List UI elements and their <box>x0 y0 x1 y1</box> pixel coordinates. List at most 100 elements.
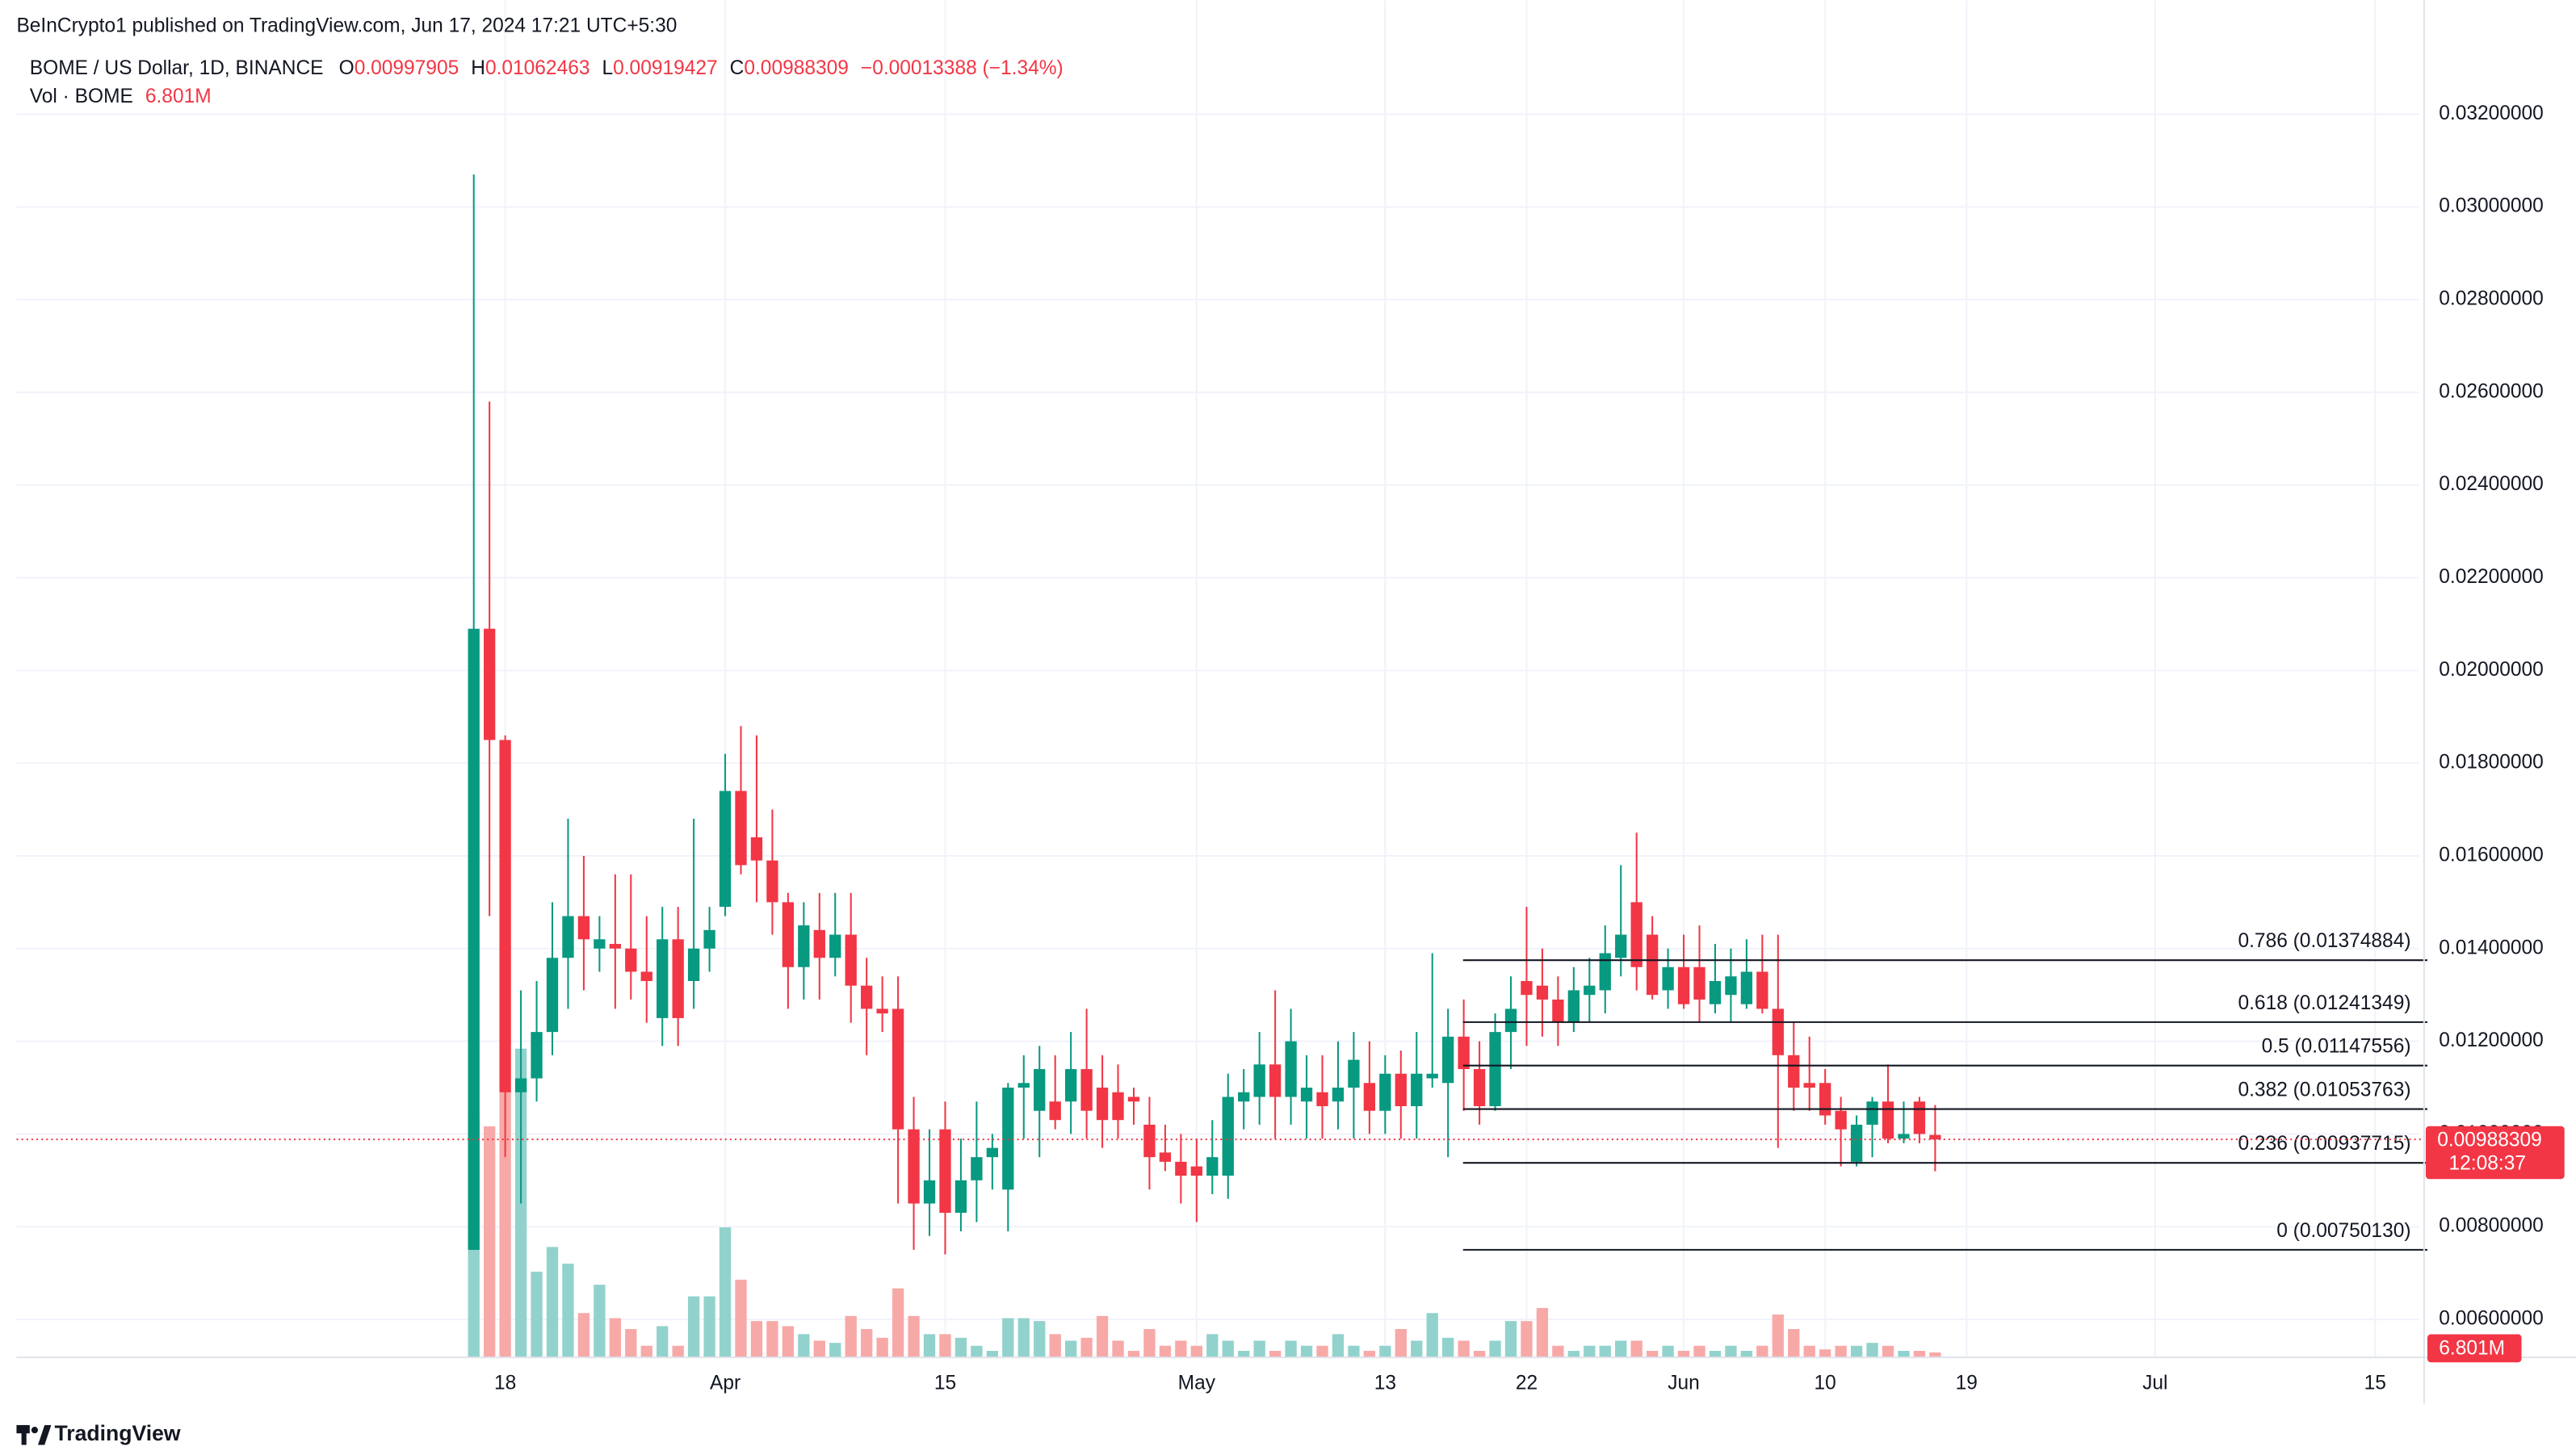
candle-body <box>735 790 747 866</box>
volume-bar <box>1866 1343 1878 1358</box>
candle-body <box>766 860 778 903</box>
volume-bar <box>1646 1351 1659 1358</box>
candle-body <box>1725 976 1737 996</box>
volume-bar <box>1850 1345 1863 1358</box>
candle-body <box>468 628 480 1250</box>
y-tick-label: 0.02400000 <box>2439 473 2544 495</box>
candle-body <box>1850 1124 1863 1162</box>
candle-body <box>1835 1110 1847 1130</box>
candle-body <box>1536 985 1549 1000</box>
grid <box>16 0 2419 1358</box>
candle-body <box>1662 967 1674 991</box>
candle-body <box>1882 1101 1894 1139</box>
candle-body <box>876 1008 888 1014</box>
ohlc-label: H <box>471 58 485 80</box>
volume-bar <box>1034 1321 1046 1358</box>
candle-body <box>1898 1134 1910 1139</box>
candle-body <box>1316 1092 1328 1106</box>
x-tick-label: 15 <box>934 1372 956 1394</box>
x-tick-label: 22 <box>1516 1372 1538 1394</box>
y-tick-label: 0.00600000 <box>2439 1308 2544 1330</box>
volume-bar <box>1285 1340 1297 1358</box>
candle-body <box>782 902 795 967</box>
last-price-tag <box>2425 1126 2565 1180</box>
volume-bar <box>1473 1351 1486 1358</box>
volume-bar <box>1222 1340 1234 1358</box>
volume-bar <box>703 1296 715 1358</box>
y-tick-label: 0.01200000 <box>2439 1029 2544 1051</box>
y-tick-label: 0.02000000 <box>2439 659 2544 681</box>
candle-body <box>1017 1083 1030 1088</box>
candle-body <box>1788 1055 1800 1088</box>
volume-bar <box>971 1345 983 1358</box>
volume-bar <box>908 1315 920 1358</box>
volume-bar <box>1725 1345 1737 1358</box>
y-tick-label: 0.01400000 <box>2439 937 2544 958</box>
candle-body <box>625 948 637 972</box>
volume-bar <box>1898 1351 1910 1358</box>
volume-bar <box>1426 1313 1438 1358</box>
candle-body <box>845 934 857 986</box>
candle-body <box>609 944 621 949</box>
y-tick-label: 0.01600000 <box>2439 844 2544 866</box>
fib-label: 0.382 (0.01053763) <box>2238 1080 2410 1101</box>
candle-body <box>1300 1088 1313 1102</box>
volume-bar <box>1332 1334 1345 1358</box>
candle-body <box>1584 985 1596 996</box>
candle-body <box>1411 1073 1423 1106</box>
ohlc-label: C <box>730 58 745 80</box>
candle-body <box>1190 1166 1202 1176</box>
brand-logo: TradingView <box>16 1421 181 1445</box>
volume-bar <box>672 1345 684 1358</box>
candle-body <box>562 916 574 958</box>
volume-bar <box>1677 1351 1690 1358</box>
y-tick-label: 0.02800000 <box>2439 288 2544 310</box>
volume-bar <box>640 1345 652 1358</box>
volume-bar <box>1709 1351 1722 1358</box>
candle-body <box>1504 1008 1517 1033</box>
volume-bar <box>1536 1307 1549 1358</box>
candle-body <box>1646 934 1659 996</box>
candle-body <box>923 1180 936 1204</box>
candle-body <box>1143 1124 1156 1158</box>
x-tick-label: 13 <box>1374 1372 1396 1394</box>
y-tick-label: 0.02200000 <box>2439 566 2544 588</box>
volume-bar <box>1458 1340 1470 1358</box>
candle-body <box>954 1180 967 1214</box>
low-value: 0.00919427 <box>613 58 718 80</box>
symbol-title: BOME / US Dollar, 1D, BINANCE <box>30 58 324 80</box>
volume-bar <box>499 1090 511 1358</box>
volume-bar <box>1772 1315 1784 1358</box>
volume-bar <box>577 1313 590 1358</box>
volume-bar <box>939 1334 951 1358</box>
candle-body <box>1630 902 1643 967</box>
candle-body <box>1363 1083 1376 1111</box>
candle-body <box>908 1129 920 1204</box>
candle-body <box>1127 1096 1140 1102</box>
overlays: 0.786 (0.01374884) 0.618 (0.01241349) 0.5 … <box>16 930 2427 1251</box>
volume-bar <box>1913 1351 1926 1358</box>
volume-bar <box>923 1334 936 1358</box>
open-value: 0.00997905 <box>355 58 459 80</box>
volume-bar <box>735 1279 747 1358</box>
volume-bar <box>1300 1345 1313 1358</box>
candle-body <box>1395 1073 1407 1106</box>
volume-bar <box>1567 1351 1580 1358</box>
volume-bar <box>657 1326 669 1358</box>
candle-body <box>1222 1096 1234 1176</box>
volume-bar <box>954 1337 967 1358</box>
x-tick-label: May <box>1178 1372 1216 1394</box>
candle-body <box>1677 967 1690 1004</box>
candle-body <box>1442 1036 1454 1084</box>
volume-bar <box>1395 1329 1407 1358</box>
candle-body <box>861 985 873 1009</box>
candle-body <box>1772 1008 1784 1055</box>
candle-body <box>1426 1073 1438 1079</box>
volume-bar <box>1662 1345 1674 1358</box>
candle-body <box>1819 1083 1831 1116</box>
volume-bar <box>1599 1345 1611 1358</box>
volume-bar <box>1552 1345 1564 1358</box>
volume-bar <box>845 1315 857 1358</box>
